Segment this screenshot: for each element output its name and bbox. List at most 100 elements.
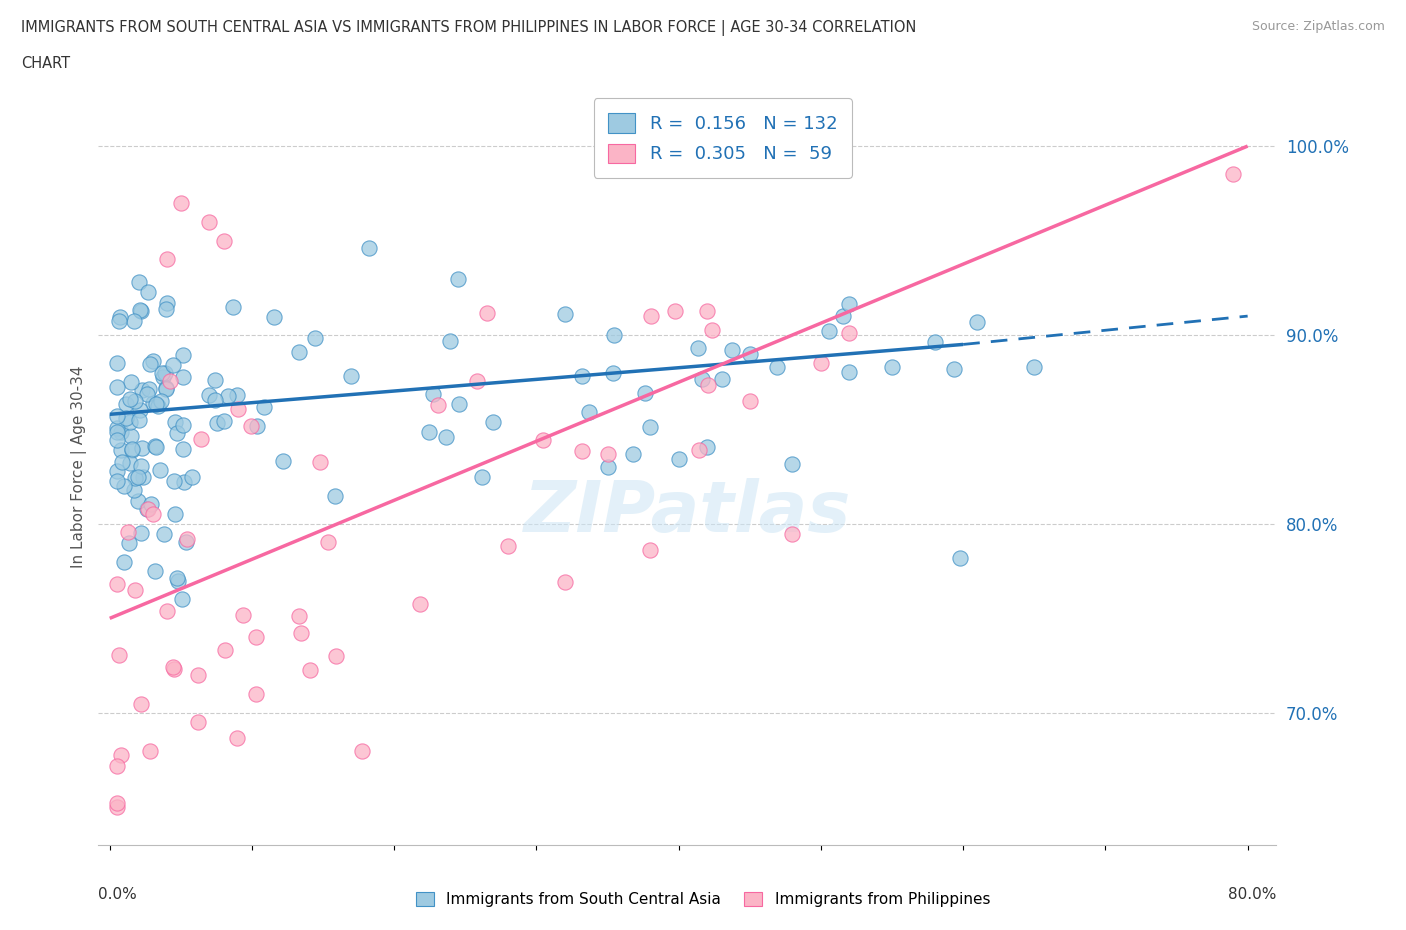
- Point: [696, 440, 718, 455]
- Point: [204, 372, 226, 387]
- Point: [290, 625, 312, 640]
- Point: [232, 608, 254, 623]
- Point: [578, 405, 600, 419]
- Point: [142, 506, 165, 521]
- Point: [156, 604, 179, 618]
- Point: [766, 360, 789, 375]
- Point: [138, 743, 160, 758]
- Point: [105, 759, 128, 774]
- Point: [668, 451, 690, 466]
- Point: [112, 554, 135, 569]
- Point: [150, 366, 173, 381]
- Point: [129, 697, 152, 711]
- Point: [152, 369, 174, 384]
- Point: [136, 502, 159, 517]
- Point: [163, 415, 186, 430]
- Point: [114, 410, 136, 425]
- Point: [120, 415, 142, 430]
- Point: [531, 432, 554, 447]
- Point: [418, 425, 440, 440]
- Point: [110, 443, 132, 458]
- Point: [818, 324, 841, 339]
- Legend: R =  0.156   N = 132, R =  0.305   N =  59: R = 0.156 N = 132, R = 0.305 N = 59: [593, 99, 852, 178]
- Point: [966, 314, 988, 329]
- Point: [114, 478, 136, 493]
- Point: [127, 470, 149, 485]
- Point: [129, 525, 152, 540]
- Point: [782, 457, 804, 472]
- Point: [638, 419, 661, 434]
- Point: [640, 309, 662, 324]
- Point: [139, 357, 162, 372]
- Point: [880, 359, 903, 374]
- Point: [143, 564, 166, 578]
- Point: [129, 304, 152, 319]
- Point: [136, 387, 159, 402]
- Point: [105, 379, 128, 394]
- Point: [832, 309, 855, 324]
- Text: 0.0%: 0.0%: [98, 887, 138, 902]
- Point: [131, 441, 153, 456]
- Legend: Immigrants from South Central Asia, Immigrants from Philippines: Immigrants from South Central Asia, Immi…: [409, 885, 997, 913]
- Point: [340, 368, 363, 383]
- Point: [253, 400, 276, 415]
- Point: [172, 442, 194, 457]
- Point: [118, 536, 141, 551]
- Point: [122, 313, 145, 328]
- Point: [245, 630, 267, 644]
- Point: [554, 306, 576, 321]
- Point: [166, 570, 188, 585]
- Point: [155, 301, 177, 316]
- Point: [163, 661, 186, 676]
- Point: [105, 795, 128, 810]
- Point: [323, 488, 346, 503]
- Point: [187, 715, 209, 730]
- Point: [166, 573, 188, 588]
- Point: [571, 368, 593, 383]
- Point: [638, 543, 661, 558]
- Point: [131, 383, 153, 398]
- Text: CHART: CHART: [21, 56, 70, 71]
- Point: [287, 608, 309, 623]
- Point: [204, 393, 226, 408]
- Point: [245, 686, 267, 701]
- Point: [408, 596, 430, 611]
- Point: [172, 347, 194, 362]
- Point: [496, 538, 519, 553]
- Point: [422, 387, 444, 402]
- Point: [180, 470, 202, 485]
- Point: [309, 454, 332, 469]
- Point: [136, 501, 159, 516]
- Point: [434, 430, 457, 445]
- Point: [146, 398, 169, 413]
- Point: [172, 417, 194, 432]
- Point: [124, 582, 146, 597]
- Point: [190, 432, 212, 446]
- Point: [212, 233, 235, 248]
- Point: [1222, 167, 1244, 182]
- Point: [263, 310, 285, 325]
- Point: [838, 297, 860, 312]
- Point: [304, 331, 326, 346]
- Point: [187, 668, 209, 683]
- Point: [111, 455, 134, 470]
- Point: [105, 800, 128, 815]
- Point: [449, 396, 471, 411]
- Point: [121, 442, 143, 457]
- Point: [166, 425, 188, 440]
- Point: [696, 378, 718, 392]
- Point: [298, 662, 321, 677]
- Point: [225, 730, 247, 745]
- Point: [465, 374, 488, 389]
- Y-axis label: In Labor Force | Age 30-34: In Labor Force | Age 30-34: [72, 366, 87, 568]
- Point: [145, 397, 167, 412]
- Point: [128, 413, 150, 428]
- Point: [162, 358, 184, 373]
- Point: [482, 415, 505, 430]
- Text: 80.0%: 80.0%: [1227, 887, 1277, 902]
- Point: [664, 304, 686, 319]
- Point: [924, 335, 946, 350]
- Point: [738, 346, 761, 361]
- Point: [212, 413, 235, 428]
- Point: [105, 577, 128, 591]
